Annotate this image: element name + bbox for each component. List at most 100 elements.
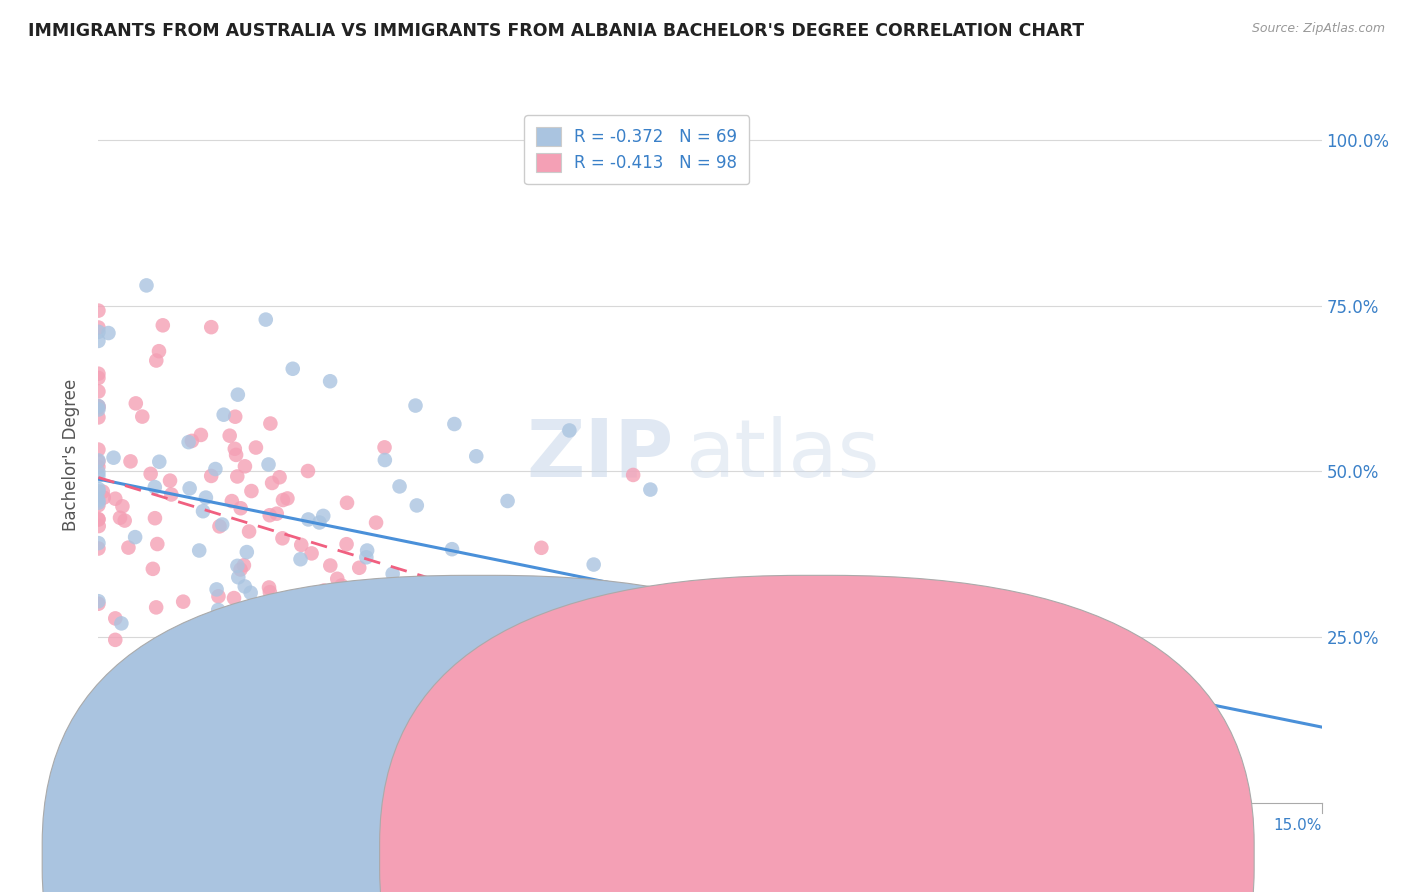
Point bbox=[146, 537, 169, 551]
Point bbox=[336, 628, 359, 642]
Point bbox=[218, 658, 240, 673]
Point bbox=[145, 353, 167, 368]
Point bbox=[93, 491, 115, 505]
Point bbox=[233, 579, 256, 593]
Point bbox=[226, 558, 249, 573]
Point bbox=[91, 484, 114, 499]
Point bbox=[87, 493, 110, 508]
Point bbox=[104, 491, 127, 506]
Point bbox=[225, 448, 247, 462]
Legend: R = -0.372   N = 69, R = -0.413   N = 98: R = -0.372 N = 69, R = -0.413 N = 98 bbox=[524, 115, 749, 184]
Point bbox=[371, 634, 394, 648]
Point bbox=[87, 482, 110, 496]
Point bbox=[330, 578, 353, 592]
Point bbox=[319, 374, 342, 388]
Point bbox=[336, 496, 359, 510]
Point bbox=[335, 537, 357, 551]
Point bbox=[226, 570, 249, 584]
Point bbox=[87, 513, 110, 527]
Point bbox=[266, 507, 288, 521]
Text: Immigrants from Albania: Immigrants from Albania bbox=[838, 849, 1028, 863]
Text: IMMIGRANTS FROM AUSTRALIA VS IMMIGRANTS FROM ALBANIA BACHELOR'S DEGREE CORRELATI: IMMIGRANTS FROM AUSTRALIA VS IMMIGRANTS … bbox=[28, 22, 1084, 40]
Point bbox=[87, 320, 110, 334]
Point bbox=[245, 441, 267, 455]
Point bbox=[104, 611, 127, 625]
Point bbox=[350, 665, 373, 680]
Point bbox=[148, 344, 170, 359]
Point bbox=[621, 467, 644, 482]
Point bbox=[308, 516, 330, 530]
Point bbox=[191, 504, 214, 518]
Point bbox=[226, 387, 249, 401]
Point bbox=[340, 607, 363, 622]
Point bbox=[204, 462, 226, 476]
Point bbox=[87, 484, 110, 499]
Point bbox=[388, 479, 411, 493]
Point bbox=[87, 498, 110, 512]
Point bbox=[143, 511, 166, 525]
Point bbox=[356, 550, 378, 565]
Point bbox=[465, 450, 488, 464]
Point bbox=[281, 361, 304, 376]
Point bbox=[87, 454, 110, 468]
Point bbox=[240, 484, 263, 499]
Point bbox=[215, 658, 238, 673]
Point bbox=[200, 469, 222, 483]
Point bbox=[87, 399, 110, 413]
Point bbox=[443, 417, 465, 431]
Point bbox=[194, 491, 217, 505]
Point bbox=[212, 408, 235, 422]
Point bbox=[157, 646, 180, 660]
Point bbox=[374, 620, 396, 634]
Point bbox=[160, 487, 183, 501]
Point bbox=[87, 410, 110, 425]
Point bbox=[354, 605, 377, 619]
Point bbox=[558, 424, 581, 438]
Point bbox=[87, 367, 110, 381]
Point bbox=[87, 453, 110, 467]
Point bbox=[319, 558, 342, 573]
Point bbox=[224, 409, 246, 424]
Point bbox=[218, 428, 240, 442]
Point bbox=[87, 459, 110, 474]
Point bbox=[117, 541, 139, 555]
Text: Source: ZipAtlas.com: Source: ZipAtlas.com bbox=[1251, 22, 1385, 36]
Point bbox=[554, 593, 576, 607]
Point bbox=[87, 465, 110, 479]
Point bbox=[108, 510, 131, 524]
Point bbox=[219, 629, 242, 643]
Point bbox=[224, 442, 246, 456]
Point bbox=[190, 428, 212, 442]
Point bbox=[226, 469, 249, 483]
Point bbox=[87, 325, 110, 339]
Point bbox=[172, 595, 194, 609]
Point bbox=[276, 491, 298, 506]
Point bbox=[87, 303, 110, 318]
Text: ZIP: ZIP bbox=[526, 416, 673, 494]
Point bbox=[326, 572, 349, 586]
Point bbox=[200, 320, 222, 334]
Point bbox=[97, 326, 120, 340]
Point bbox=[87, 468, 110, 483]
Point bbox=[326, 706, 349, 720]
Point bbox=[87, 496, 110, 510]
Point bbox=[262, 475, 284, 490]
Point bbox=[87, 371, 110, 385]
Point bbox=[103, 450, 125, 465]
Point bbox=[104, 632, 127, 647]
Point bbox=[640, 483, 662, 497]
Point bbox=[177, 435, 200, 450]
Point bbox=[148, 455, 170, 469]
Point bbox=[87, 519, 110, 533]
Point bbox=[222, 591, 245, 605]
Point bbox=[260, 599, 283, 614]
Point bbox=[257, 581, 280, 595]
Point bbox=[259, 417, 281, 431]
Point bbox=[110, 616, 132, 631]
Text: 0.0%: 0.0% bbox=[98, 818, 138, 833]
Point bbox=[87, 597, 110, 611]
Point bbox=[207, 603, 229, 617]
Point bbox=[142, 562, 165, 576]
Point bbox=[152, 318, 174, 333]
Point bbox=[297, 464, 319, 478]
